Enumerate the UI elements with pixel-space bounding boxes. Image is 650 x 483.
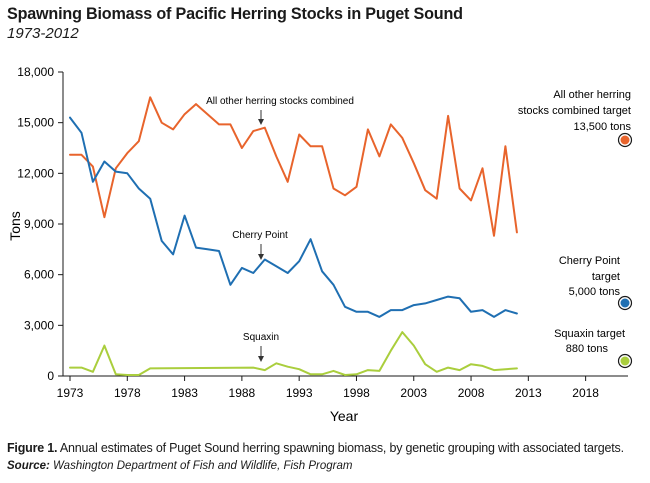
annotation-arrow-cherry [258, 244, 264, 260]
x-tick-label: 1983 [171, 386, 198, 400]
target-value-squaxin: 880 tons [566, 343, 609, 355]
target-marker-other [617, 132, 633, 148]
x-tick-label: 1993 [286, 386, 313, 400]
caption-text: Annual estimates of Puget Sound herring … [59, 441, 624, 455]
x-tick-label: 2003 [400, 386, 427, 400]
y-ticks: 0 3,000 6,000 9,000 12,000 15,000 18,000 [17, 65, 63, 383]
x-tick-label: 2013 [515, 386, 542, 400]
x-tick-label: 1973 [57, 386, 84, 400]
annotation-squaxin: Squaxin [243, 332, 279, 343]
series-layer [69, 96, 518, 376]
source-text: Washington Department of Fish and Wildli… [53, 460, 353, 472]
y-tick-label: 18,000 [17, 65, 54, 79]
y-tick-label: 15,000 [17, 116, 54, 130]
y-axis-label: Tons [7, 211, 23, 241]
chart-title: Spawning Biomass of Pacific Herring Stoc… [7, 4, 463, 23]
y-tick-label: 12,000 [17, 166, 54, 180]
target-value-other: 13,500 tons [574, 121, 632, 133]
series-line-squaxin [69, 331, 518, 376]
annotation-other-stocks: All other herring stocks combined [206, 96, 354, 107]
source-line: Source: Washington Department of Fish an… [7, 460, 352, 472]
x-tick-label: 2018 [572, 386, 599, 400]
targets: All other herring stocks combined target… [518, 89, 633, 369]
target-label-other-line1: All other herring [553, 89, 631, 101]
x-tick-label: 1978 [114, 386, 141, 400]
annotation-arrow-other [258, 110, 264, 125]
x-tick-label: 2008 [458, 386, 485, 400]
series-line-other-stocks [69, 96, 518, 237]
x-ticks: 1973 1978 1983 1988 1993 1998 2003 2008 2013 2018 [57, 376, 599, 400]
target-label-cherry-line1: Cherry Point [559, 255, 620, 267]
y-tick-label: 9,000 [24, 217, 54, 231]
target-label-squaxin: Squaxin target [554, 328, 625, 340]
target-marker-squaxin [617, 353, 633, 369]
annotation-arrow-squaxin [258, 346, 264, 362]
target-label-cherry-line2: target [592, 271, 620, 283]
figure-label: Figure 1. [7, 441, 58, 455]
x-axis-label: Year [330, 408, 359, 424]
figure-caption: Figure 1. Annual estimates of Puget Soun… [7, 441, 645, 456]
annotations: All other herring stocks combined Cherry… [206, 96, 354, 362]
y-tick-label: 6,000 [24, 268, 54, 282]
target-value-cherry: 5,000 tons [569, 286, 621, 298]
source-label: Source: [7, 460, 50, 472]
chart-subtitle: 1973-2012 [7, 25, 79, 42]
y-tick-label: 3,000 [24, 318, 54, 332]
target-marker-cherry [617, 295, 633, 311]
annotation-cherry-point: Cherry Point [232, 230, 288, 241]
series-line-cherry-point [69, 116, 518, 318]
target-label-other-line2: stocks combined target [518, 105, 631, 117]
x-tick-label: 1988 [229, 386, 256, 400]
y-tick-label: 0 [47, 369, 54, 383]
x-tick-label: 1998 [343, 386, 370, 400]
